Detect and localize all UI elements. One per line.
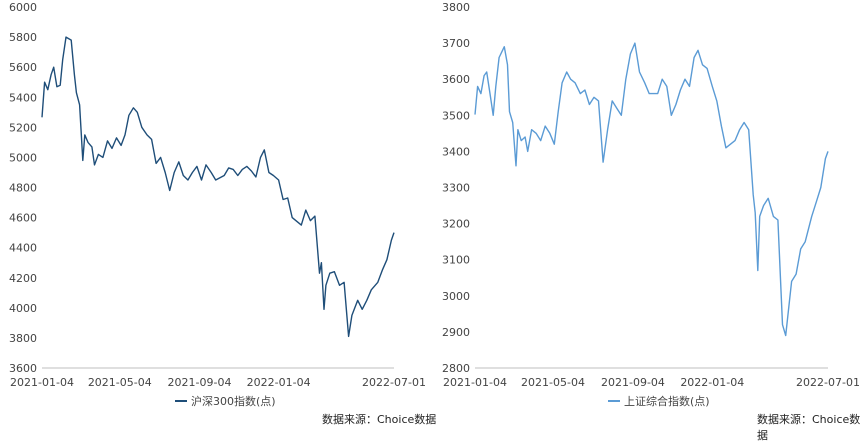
x-tick-label: 2021-01-04 (443, 376, 507, 389)
y-tick-label: 3100 (442, 254, 470, 267)
y-tick-label: 4400 (9, 242, 37, 255)
chart-canvas: 6000 5800 5600 5400 5200 5000 4800 4600 4400 4200… (0, 0, 865, 432)
right-chart-sse-composite: 3800 3700 3600 3500 3400 3300 3200 3100 3000 2900… (442, 1, 860, 408)
y-tick-label: 3400 (442, 145, 470, 158)
y-tick-label: 5400 (9, 91, 37, 104)
x-tick-label: 2022-01-04 (680, 376, 744, 389)
y-tick-label: 5600 (9, 61, 37, 74)
x-tick-label: 2021-05-04 (88, 376, 152, 389)
x-tick-label: 2022-07-01 (796, 376, 860, 389)
legend-label: 上证综合指数(点) (624, 394, 710, 408)
y-tick-label: 2900 (442, 326, 470, 339)
x-tick-label: 2021-01-04 (10, 376, 74, 389)
series-line (42, 37, 394, 336)
legend-label: 沪深300指数(点) (191, 394, 276, 408)
y-tick-label: 5200 (9, 121, 37, 134)
x-tick-label: 2021-09-04 (168, 376, 232, 389)
y-tick-label: 3800 (9, 332, 37, 345)
series-line (475, 43, 828, 335)
y-tick-label: 3300 (442, 182, 470, 195)
y-tick-label: 3200 (442, 218, 470, 231)
y-tick-label: 5800 (9, 31, 37, 44)
y-tick-label: 3700 (442, 37, 470, 50)
x-tick-label: 2022-07-01 (362, 376, 426, 389)
y-tick-label: 2800 (442, 362, 470, 375)
y-tick-label: 4000 (9, 302, 37, 315)
x-tick-label: 2021-09-04 (601, 376, 665, 389)
y-tick-label: 3600 (9, 362, 37, 375)
x-tick-label: 2021-05-04 (521, 376, 585, 389)
y-tick-label: 3000 (442, 290, 470, 303)
y-tick-label: 3500 (442, 109, 470, 122)
left-chart-hs300: 6000 5800 5600 5400 5200 5000 4800 4600 4400 4200… (9, 1, 426, 408)
y-tick-label: 3600 (442, 73, 470, 86)
y-tick-label: 3800 (442, 1, 470, 14)
y-tick-label: 5000 (9, 151, 37, 164)
y-tick-label: 4200 (9, 272, 37, 285)
y-tick-label: 4800 (9, 182, 37, 195)
y-tick-label: 6000 (9, 1, 37, 14)
x-tick-label: 2022-01-04 (247, 376, 311, 389)
y-tick-label: 4600 (9, 212, 37, 225)
data-source-right: 数据来源：Choice数据 (757, 411, 865, 443)
data-source-left: 数据来源：Choice数据 (322, 411, 436, 427)
